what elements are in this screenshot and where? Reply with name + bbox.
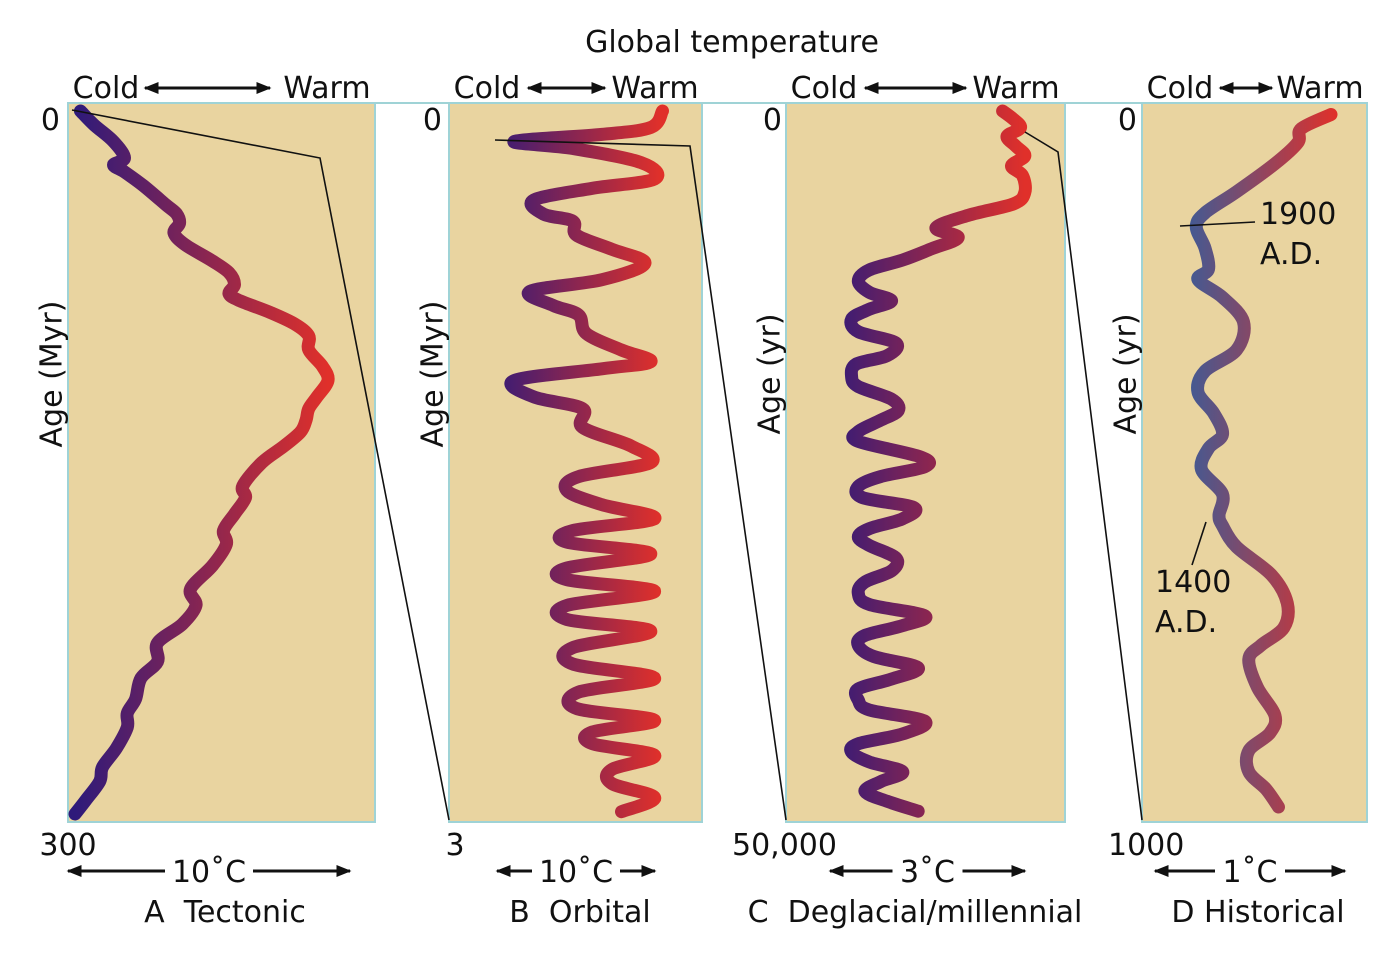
warm-label: Warm — [283, 71, 370, 106]
panel-caption: A Tectonic — [144, 895, 306, 930]
annotation-1400: 1400 A.D. — [1155, 521, 1231, 640]
panel-C: Cold Warm 0 50,000 Age (yr) 3˚C C Deglacial/mi… — [732, 71, 1082, 930]
panel-caption: C Deglacial/millennial — [748, 895, 1083, 930]
panel-background — [1141, 102, 1368, 823]
y-axis-label: Age (Myr) — [35, 301, 70, 448]
y-top-label: 0 — [423, 103, 442, 138]
scale-label: 10˚C — [539, 855, 613, 890]
annotation-year: 1900 — [1260, 197, 1336, 232]
y-bottom-label: 50,000 — [732, 828, 837, 863]
cold-label: Cold — [791, 71, 858, 106]
temperature-curve — [1189, 108, 1338, 814]
cold-label: Cold — [454, 71, 521, 106]
panel-D: Cold Warm 0 1000 Age (yr) 1˚C D Historical 1900… — [1108, 71, 1368, 930]
y-top-label: 0 — [41, 103, 60, 138]
y-bottom-label: 1000 — [1108, 828, 1184, 863]
y-top-label: 0 — [1118, 103, 1137, 138]
scale-label: 3˚C — [900, 855, 955, 890]
y-axis-label: Age (yr) — [753, 313, 788, 434]
warm-label: Warm — [1276, 71, 1363, 106]
annotation-1900: 1900 A.D. — [1179, 197, 1336, 272]
y-bottom-label: 300 — [39, 828, 96, 863]
warm-label: Warm — [611, 71, 698, 106]
figure-title: Global temperature — [585, 25, 879, 60]
annotation-leader — [1191, 521, 1207, 566]
cold-label: Cold — [73, 71, 140, 106]
panel-caption: D Historical — [1171, 895, 1344, 930]
zoom-connector — [1024, 131, 1143, 821]
annotation-year: 1400 — [1155, 565, 1231, 600]
temperature-curve — [504, 104, 669, 819]
y-axis-label: Age (Myr) — [416, 301, 451, 448]
warm-label: Warm — [972, 71, 1059, 106]
annotation-era: A.D. — [1155, 605, 1217, 640]
zoom-connector-lines — [71, 109, 1143, 821]
zoom-connector — [494, 139, 787, 821]
panel-caption: B Orbital — [509, 895, 650, 930]
scale-label: 1˚C — [1222, 855, 1277, 890]
temperature-curve — [844, 104, 1032, 818]
y-bottom-label: 3 — [445, 828, 464, 863]
panel-A: Cold Warm 0 300 Age (Myr) 10˚C A Tectonic — [35, 71, 376, 930]
panel-B: Cold Warm 0 3 Age (Myr) 10˚C B Orbital — [416, 71, 703, 930]
temperature-curve — [68, 104, 335, 821]
y-top-label: 0 — [763, 103, 782, 138]
annotation-era: A.D. — [1260, 237, 1322, 272]
panel-background — [67, 102, 376, 823]
scale-label: 10˚C — [172, 855, 246, 890]
zoom-connector — [71, 109, 450, 821]
y-axis-label: Age (yr) — [1109, 313, 1144, 434]
annotation-leader — [1179, 221, 1256, 227]
cold-label: Cold — [1147, 71, 1214, 106]
